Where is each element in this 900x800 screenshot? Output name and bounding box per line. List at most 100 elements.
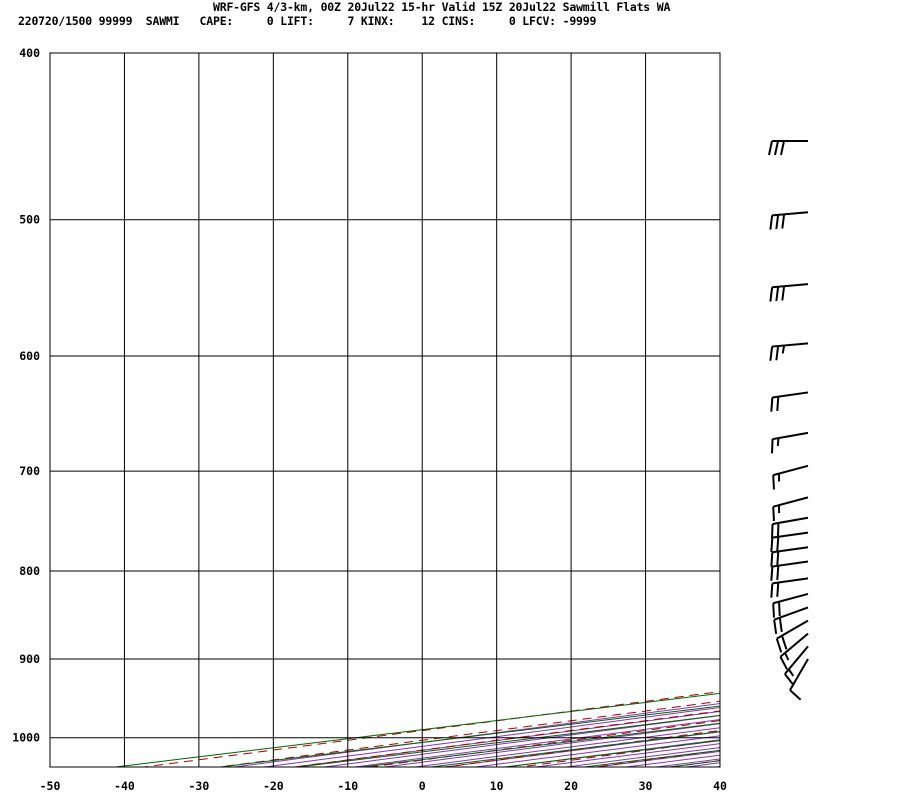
barb-flag-full — [784, 673, 795, 686]
barb-flag-full — [770, 397, 774, 412]
barb-flag-full — [775, 286, 780, 302]
barb-flag-half — [787, 668, 795, 677]
barb-flag-full — [768, 140, 773, 156]
y-tick-label: 800 — [19, 564, 40, 578]
barb-flag-full — [770, 552, 774, 567]
moist-adiabat — [681, 762, 720, 767]
x-tick-label: 0 — [419, 779, 426, 793]
wind-barb — [768, 140, 808, 156]
barb-flag-full — [772, 603, 775, 618]
x-tick-label: -50 — [40, 779, 61, 793]
wind-barb — [770, 560, 809, 581]
mixing-ratio-line — [216, 705, 720, 767]
moist-adiabat — [260, 706, 720, 767]
x-tick-label: 10 — [490, 779, 504, 793]
moist-adiabat — [230, 703, 720, 767]
chart-header-line2: 220720/1500 99999 SAWMI CAPE: 0 LIFT: 7 … — [18, 14, 597, 28]
mixing-ratio-line — [358, 722, 720, 767]
mixing-ratio-line — [500, 740, 720, 767]
wind-barb — [779, 632, 809, 670]
barb-flag-full — [781, 214, 786, 229]
barb-flag-full — [776, 536, 780, 552]
barb-flag-full — [770, 583, 774, 598]
barb-flag-full — [781, 635, 788, 650]
moist-adiabats — [230, 703, 720, 767]
mixing-ratio-lines — [111, 692, 720, 767]
barb-flag-full — [772, 475, 775, 490]
y-tick-label: 500 — [19, 213, 40, 227]
mixing-ratio-line — [580, 749, 720, 767]
wind-barb — [772, 496, 809, 522]
y-axis-ticks: 400 500 600 700 800 900 1000 — [12, 46, 40, 745]
moist-adiabat — [350, 719, 720, 767]
x-tick-label: 40 — [713, 779, 727, 793]
barb-flag-full — [771, 523, 774, 539]
x-tick-label: -30 — [188, 779, 209, 793]
y-tick-label: 700 — [19, 464, 40, 478]
barb-flag-full — [789, 689, 802, 701]
dry-adiabat — [516, 739, 720, 767]
barb-flag-full — [778, 617, 783, 632]
wind-barb — [775, 619, 809, 653]
barb-flag-full — [770, 566, 774, 581]
moist-adiabat — [380, 723, 720, 767]
wind-barb — [770, 531, 809, 552]
barb-flag-full — [769, 215, 774, 230]
barb-flag-full — [769, 346, 774, 361]
barb-flag-full — [775, 345, 780, 361]
wind-barb — [769, 211, 809, 230]
wind-barb — [772, 464, 809, 490]
wind-barb — [769, 283, 809, 302]
x-tick-label: -20 — [263, 779, 284, 793]
barb-flag-half — [781, 345, 786, 354]
dry-adiabat — [290, 710, 720, 767]
barb-flag-full — [781, 286, 786, 301]
moist-adiabat — [531, 743, 720, 767]
dry-adiabat — [792, 15, 900, 782]
barb-flag-full — [769, 287, 774, 302]
x-tick-label: 20 — [564, 779, 578, 793]
wind-barb — [770, 546, 809, 567]
chart-header-line1: WRF-GFS 4/3-km, 00Z 20Jul22 15-hr Valid … — [213, 0, 671, 14]
barb-flag-full — [776, 565, 780, 581]
moist-adiabat — [501, 739, 720, 767]
dry-adiabat — [591, 749, 720, 767]
moist-adiabat — [471, 735, 720, 767]
wind-barb — [789, 658, 809, 701]
wind-barb — [770, 577, 809, 598]
y-tick-label: 400 — [19, 46, 40, 60]
barb-flag-full — [778, 601, 781, 617]
dry-adiabats — [140, 15, 900, 782]
barb-flag-half — [776, 437, 780, 447]
mixing-ratio-line — [111, 692, 720, 767]
x-tick-label: -10 — [337, 779, 358, 793]
wind-barb — [772, 592, 809, 618]
wind-barb — [773, 606, 809, 635]
x-tick-label: 30 — [639, 779, 653, 793]
grid-lines — [50, 53, 720, 767]
barb-flag-full — [780, 140, 785, 156]
barb-staff — [772, 516, 809, 525]
moist-adiabat — [561, 747, 720, 767]
barb-staff — [772, 431, 809, 441]
dry-adiabat — [641, 15, 900, 782]
wind-barb — [770, 391, 809, 412]
wind-barbs — [768, 140, 809, 701]
wind-barb — [784, 645, 809, 686]
barb-flag-full — [776, 522, 780, 538]
plot-frame — [49, 52, 721, 768]
barb-staff — [789, 658, 809, 691]
moist-adiabat — [711, 766, 720, 767]
mixing-ratio-line — [426, 731, 720, 767]
barb-flag-full — [773, 619, 778, 635]
moist-adiabat — [410, 727, 720, 767]
barb-staff — [772, 342, 809, 348]
barb-flag-full — [770, 537, 774, 552]
wind-barb — [771, 431, 809, 454]
moist-adiabat — [651, 758, 720, 767]
y-tick-label: 600 — [19, 349, 40, 363]
barb-flag-full — [775, 638, 783, 653]
barb-flag-full — [775, 214, 780, 230]
barb-flag-full — [776, 582, 780, 597]
